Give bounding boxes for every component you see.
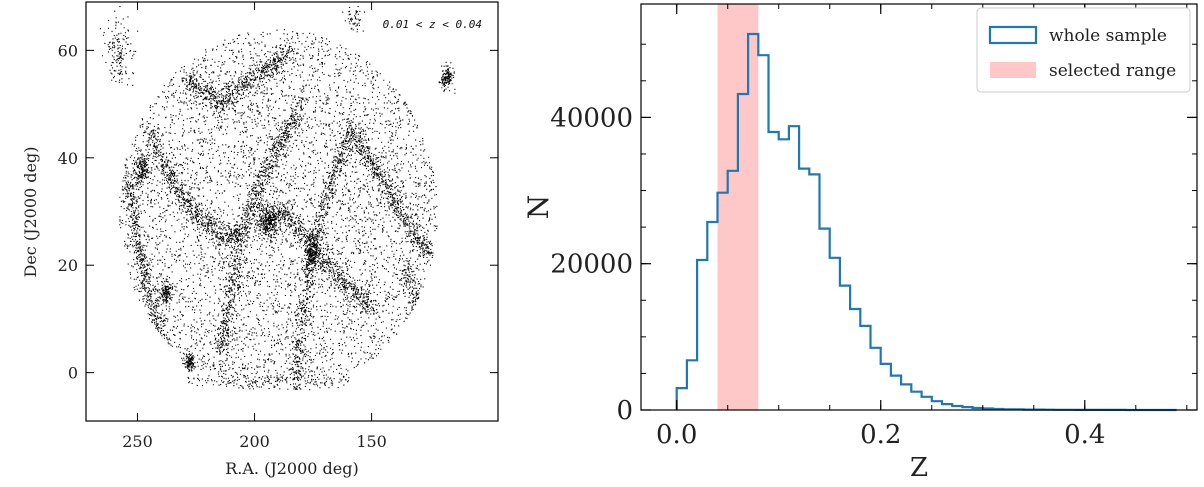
sky-map-panel: 250 200 150 0 20 40 60 0.01 < z < 0.04 R.A. (…	[21, 1, 499, 478]
selected-range-band	[717, 4, 759, 410]
sky-map-plot-area	[86, 2, 498, 421]
histogram-x-tick-label: 0.4	[1064, 420, 1105, 450]
histogram-x-ticks: 0.0 0.2 0.4	[656, 4, 1188, 450]
legend-selected-range-swatch	[990, 62, 1036, 78]
histogram-y-ticks: 0 20000 40000	[550, 43, 1197, 426]
galaxy-points	[99, 6, 456, 391]
histogram-y-tick-label: 40000	[550, 103, 633, 133]
sky-map-x-ticks: 250 200 150	[122, 2, 387, 451]
histogram-y-axis-label: N	[522, 195, 555, 220]
histogram-x-axis-label: Z	[910, 453, 928, 483]
sky-map-frame	[85, 1, 499, 422]
histogram-y-tick-label: 20000	[550, 250, 633, 280]
sky-map-y-tick-label: 40	[58, 149, 78, 168]
sky-map-y-tick-label: 60	[58, 41, 78, 60]
legend-whole-sample-swatch	[988, 25, 1038, 45]
histogram-x-tick-label: 0.2	[860, 420, 901, 450]
redshift-histogram-panel: 0.0 0.2 0.4 0 20000 40000 Z N whole sample s…	[522, 3, 1198, 483]
sky-map-y-tick-label: 0	[68, 364, 78, 383]
sky-map-x-tick-label: 250	[122, 432, 153, 451]
sky-map-y-ticks: 0 20 40 60	[58, 41, 498, 383]
sky-map-x-axis-label: R.A. (J2000 deg)	[225, 459, 359, 478]
histogram-x-tick-label: 0.0	[656, 420, 697, 450]
legend-selected-range-label: selected range	[1049, 61, 1176, 81]
sky-map-x-tick-label: 200	[239, 432, 270, 451]
histogram-y-tick-label: 0	[616, 396, 633, 426]
histogram-legend: whole sample selected range	[976, 7, 1191, 93]
histogram-frame	[640, 3, 1198, 411]
sky-map-y-tick-label: 20	[58, 256, 78, 275]
sky-map-x-tick-label: 150	[356, 432, 387, 451]
sky-map-y-axis-label: Dec (J2000 deg)	[21, 147, 40, 278]
galaxy-point-cloud	[99, 6, 456, 391]
legend-whole-sample-label: whole sample	[1049, 26, 1167, 46]
redshift-range-annotation: 0.01 < z < 0.04	[383, 18, 482, 31]
